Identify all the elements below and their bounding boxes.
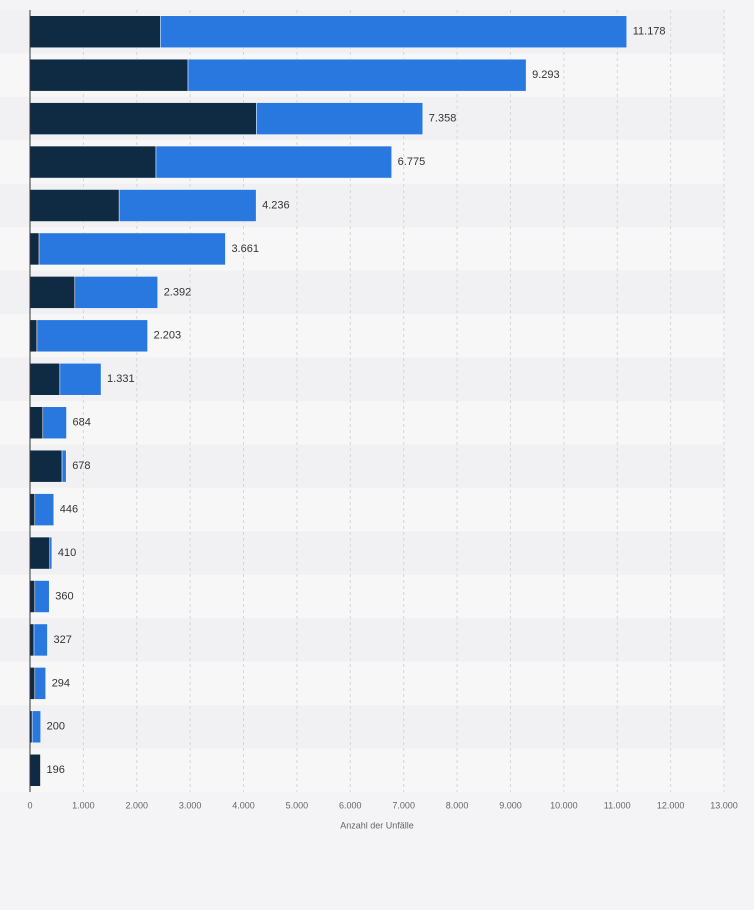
bar-segment <box>118 189 257 222</box>
bar-segment <box>42 406 67 439</box>
total-label: 7.358 <box>429 113 457 125</box>
bar-segment <box>29 58 189 92</box>
bar-segment <box>59 363 102 396</box>
x-tick-label: 0 <box>27 800 32 810</box>
bar-segment <box>29 276 76 309</box>
bar-segment <box>29 15 161 48</box>
bar-segment <box>36 319 148 353</box>
row-band <box>0 401 724 445</box>
row-band <box>0 705 724 749</box>
bar-segment <box>29 754 41 787</box>
bar-segment <box>29 580 36 613</box>
bar-segment <box>34 580 50 613</box>
x-tick-label: 12.000 <box>657 800 685 810</box>
total-label: 2.392 <box>164 286 192 298</box>
total-label: 678 <box>72 460 90 472</box>
total-label: 3.661 <box>231 243 259 255</box>
x-tick-label: 7.000 <box>392 800 415 810</box>
bar-segment <box>29 623 35 657</box>
total-label: 9.293 <box>532 69 560 81</box>
bar-segment <box>187 58 527 92</box>
bar-segment <box>160 15 627 48</box>
row-band <box>0 531 724 575</box>
row-band <box>0 574 724 619</box>
total-label: 684 <box>73 417 91 429</box>
x-tick-label: 3.000 <box>179 800 202 810</box>
bar-segment <box>29 667 36 700</box>
bar-segment <box>31 710 41 744</box>
total-label: 360 <box>55 590 73 602</box>
x-tick-label: 5.000 <box>286 800 309 810</box>
row-band <box>0 618 724 662</box>
total-label: 446 <box>60 504 78 516</box>
x-axis-title: Anzahl der Unfälle <box>340 820 414 830</box>
total-label: 11.178 <box>633 26 666 38</box>
bar-segment <box>29 232 40 266</box>
x-tick-label: 13.000 <box>710 800 738 810</box>
x-tick-label: 11.000 <box>604 800 631 810</box>
x-tick-label: 4.000 <box>232 800 255 810</box>
total-label: 327 <box>53 634 71 646</box>
bar-segment <box>61 449 67 483</box>
bar-segment <box>29 319 38 353</box>
bar-segment <box>29 493 36 526</box>
row-band <box>0 748 724 792</box>
bar-segment <box>74 276 158 309</box>
bar-segment <box>29 189 120 222</box>
x-tick-label: 2.000 <box>126 800 149 810</box>
total-label: 1.331 <box>107 373 135 385</box>
x-tick-label: 8.000 <box>446 800 469 810</box>
bar-segment <box>29 406 44 439</box>
bar-segment <box>49 536 53 570</box>
bar-segment <box>29 363 61 396</box>
bar-segment <box>155 145 392 179</box>
x-tick-label: 10.000 <box>550 800 578 810</box>
bar-segment <box>34 667 46 700</box>
bar-segment <box>256 102 424 135</box>
x-tick-label: 6.000 <box>339 800 362 810</box>
bar-segment <box>29 145 157 179</box>
bar-segment <box>29 449 63 483</box>
bar-segment <box>38 232 226 266</box>
total-label: 196 <box>46 764 64 776</box>
total-label: 6.775 <box>398 156 426 168</box>
total-label: 294 <box>52 677 70 689</box>
row-band <box>0 487 724 532</box>
bar-segment <box>34 493 55 526</box>
x-tick-label: 9.000 <box>499 800 522 810</box>
row-band <box>0 357 724 401</box>
bar-segment <box>29 102 257 135</box>
total-label: 4.236 <box>262 199 290 211</box>
x-tick-label: 1.000 <box>72 800 95 810</box>
total-label: 200 <box>47 721 65 733</box>
row-band <box>0 661 724 706</box>
total-label: 410 <box>58 547 76 559</box>
bar-segment <box>33 623 48 657</box>
bar-segment <box>29 536 51 570</box>
row-band <box>0 444 724 488</box>
total-label: 2.203 <box>154 330 182 342</box>
